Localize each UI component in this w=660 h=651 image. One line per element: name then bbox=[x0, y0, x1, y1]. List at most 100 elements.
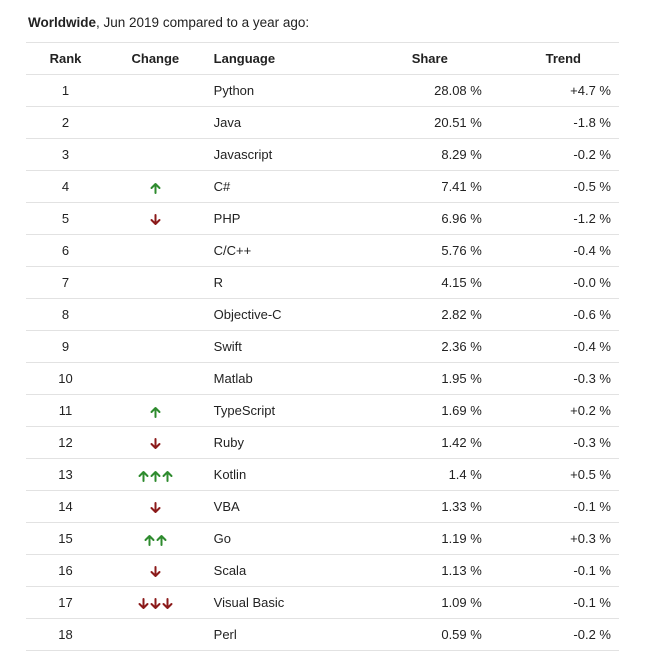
table-row: 6 C/C++ 5.76 % -0.4 % bbox=[26, 234, 619, 267]
language-cell: Scala bbox=[205, 554, 320, 587]
trend-cell: -0.1 % bbox=[481, 490, 619, 523]
table-row: 17 Visual Basic 1.09 % -0.1 % bbox=[26, 586, 619, 619]
rank-cell: 8 bbox=[26, 298, 105, 331]
trend-cell: -0.2 % bbox=[481, 618, 619, 651]
rank-change-indicator bbox=[150, 565, 161, 578]
change-cell bbox=[105, 394, 206, 427]
arrow-up-icon bbox=[156, 534, 167, 546]
trend-cell: +0.5 % bbox=[481, 458, 619, 491]
language-cell: TypeScript bbox=[205, 394, 320, 427]
change-cell bbox=[105, 330, 206, 363]
rank-change-indicator bbox=[138, 470, 173, 482]
language-cell: R bbox=[205, 266, 320, 299]
table-row: 9 Swift 2.36 % -0.4 % bbox=[26, 330, 619, 363]
rank-cell: 6 bbox=[26, 234, 105, 267]
table-row: 18 Perl 0.59 % -0.2 % bbox=[26, 618, 619, 651]
table-row: 16 Scala 1.13 % -0.1 % bbox=[26, 554, 619, 587]
share-cell: 1.95 % bbox=[319, 362, 482, 395]
table-row: 13 Kotlin 1.4 % +0.5 % bbox=[26, 458, 619, 491]
arrow-up-icon bbox=[162, 470, 173, 482]
share-cell: 8.29 % bbox=[319, 138, 482, 171]
rank-change-indicator bbox=[150, 501, 161, 514]
trend-cell: +0.3 % bbox=[481, 522, 619, 555]
share-cell: 7.41 % bbox=[319, 170, 482, 203]
rank-change-indicator bbox=[144, 534, 167, 546]
caption-region: Worldwide bbox=[28, 15, 97, 30]
rank-cell: 5 bbox=[26, 202, 105, 235]
rank-cell: 13 bbox=[26, 458, 105, 491]
table-row: 15 Go 1.19 % +0.3 % bbox=[26, 522, 619, 555]
arrow-down-icon bbox=[138, 597, 149, 610]
table-row: 14 VBA 1.33 % -0.1 % bbox=[26, 490, 619, 523]
change-cell bbox=[105, 522, 206, 555]
rank-cell: 10 bbox=[26, 362, 105, 395]
arrow-up-icon bbox=[138, 470, 149, 482]
language-cell: Java bbox=[205, 106, 320, 139]
language-cell: C# bbox=[205, 170, 320, 203]
table-header-row: Rank Change Language Share Trend bbox=[26, 42, 619, 75]
rank-cell: 4 bbox=[26, 170, 105, 203]
share-cell: 5.76 % bbox=[319, 234, 482, 267]
header-trend: Trend bbox=[481, 42, 619, 75]
language-cell: VBA bbox=[205, 490, 320, 523]
table-row: 11 TypeScript 1.69 % +0.2 % bbox=[26, 394, 619, 427]
language-cell: Matlab bbox=[205, 362, 320, 395]
trend-cell: -0.5 % bbox=[481, 170, 619, 203]
arrow-down-icon bbox=[150, 437, 161, 450]
arrow-down-icon bbox=[150, 565, 161, 578]
table-row: 3 Javascript 8.29 % -0.2 % bbox=[26, 138, 619, 171]
language-cell: Kotlin bbox=[205, 458, 320, 491]
table-row: 5 PHP 6.96 % -1.2 % bbox=[26, 202, 619, 235]
arrow-down-icon bbox=[150, 501, 161, 514]
table-row: 7 R 4.15 % -0.0 % bbox=[26, 266, 619, 299]
trend-cell: -0.0 % bbox=[481, 266, 619, 299]
arrow-up-icon bbox=[150, 182, 161, 194]
language-cell: Python bbox=[205, 74, 320, 107]
share-cell: 6.96 % bbox=[319, 202, 482, 235]
rank-cell: 14 bbox=[26, 490, 105, 523]
language-cell: Perl bbox=[205, 618, 320, 651]
language-cell: Go bbox=[205, 522, 320, 555]
rank-cell: 16 bbox=[26, 554, 105, 587]
table-body: 1 Python 28.08 % +4.7 % 2 Java 20.51 % -1.8 % 3 J… bbox=[26, 74, 619, 651]
language-cell: Visual Basic bbox=[205, 586, 320, 619]
share-cell: 1.33 % bbox=[319, 490, 482, 523]
change-cell bbox=[105, 426, 206, 459]
rank-change-indicator bbox=[150, 182, 161, 194]
caption-text: , Jun 2019 compared to a year ago: bbox=[96, 15, 310, 30]
arrow-up-icon bbox=[144, 534, 155, 546]
rank-cell: 2 bbox=[26, 106, 105, 139]
language-cell: Objective-C bbox=[205, 298, 320, 331]
share-cell: 1.09 % bbox=[319, 586, 482, 619]
table-row: 10 Matlab 1.95 % -0.3 % bbox=[26, 362, 619, 395]
table-row: 1 Python 28.08 % +4.7 % bbox=[26, 74, 619, 107]
share-cell: 1.4 % bbox=[319, 458, 482, 491]
change-cell bbox=[105, 490, 206, 523]
change-cell bbox=[105, 106, 206, 139]
change-cell bbox=[105, 298, 206, 331]
share-cell: 2.36 % bbox=[319, 330, 482, 363]
share-cell: 1.42 % bbox=[319, 426, 482, 459]
table-row: 8 Objective-C 2.82 % -0.6 % bbox=[26, 298, 619, 331]
table-row: 2 Java 20.51 % -1.8 % bbox=[26, 106, 619, 139]
share-cell: 0.59 % bbox=[319, 618, 482, 651]
change-cell bbox=[105, 586, 206, 619]
trend-cell: -0.4 % bbox=[481, 330, 619, 363]
share-cell: 2.82 % bbox=[319, 298, 482, 331]
rank-change-indicator bbox=[150, 437, 161, 450]
rank-cell: 11 bbox=[26, 394, 105, 427]
language-cell: Javascript bbox=[205, 138, 320, 171]
change-cell bbox=[105, 202, 206, 235]
share-cell: 1.19 % bbox=[319, 522, 482, 555]
change-cell bbox=[105, 618, 206, 651]
change-cell bbox=[105, 458, 206, 491]
rank-cell: 15 bbox=[26, 522, 105, 555]
change-cell bbox=[105, 266, 206, 299]
header-change: Change bbox=[105, 42, 206, 75]
header-language: Language bbox=[205, 42, 320, 75]
trend-cell: -0.4 % bbox=[481, 234, 619, 267]
language-cell: Ruby bbox=[205, 426, 320, 459]
arrow-down-icon bbox=[162, 597, 173, 610]
change-cell bbox=[105, 74, 206, 107]
table-caption: Worldwide, Jun 2019 compared to a year a… bbox=[28, 15, 309, 30]
